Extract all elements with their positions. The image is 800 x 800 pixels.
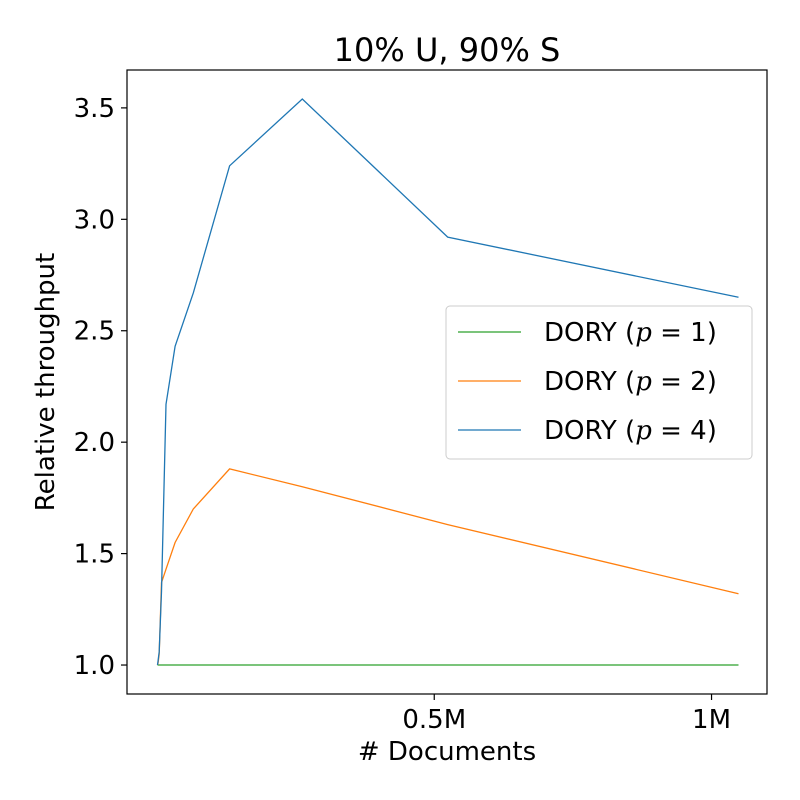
y-tick-label: 2.0 <box>74 428 115 458</box>
y-tick-label: 3.0 <box>74 205 115 235</box>
x-axis-label: # Documents <box>358 737 536 767</box>
series-line-2 <box>156 468 739 666</box>
y-tick-label: 1.0 <box>74 651 115 681</box>
y-axis: 1.0 1.5 2.0 2.5 3.0 3.5 <box>74 94 127 681</box>
y-tick-label: 3.5 <box>74 94 115 124</box>
legend-label-1: DORY (p = 1) <box>544 318 717 348</box>
legend-label-2: DORY (p = 2) <box>544 367 717 397</box>
legend-label-3: DORY (p = 4) <box>544 416 717 446</box>
y-tick-label: 2.5 <box>74 317 115 347</box>
x-axis: 0.5M 1M <box>402 694 731 735</box>
series-line-3 <box>156 98 739 666</box>
plot-frame <box>126 69 768 695</box>
plot-lines <box>156 98 739 666</box>
legend-box <box>445 305 753 460</box>
x-tick-label: 0.5M <box>402 705 466 735</box>
x-tick-label: 1M <box>692 705 731 735</box>
y-tick-label: 1.5 <box>74 540 115 570</box>
legend: DORY (p = 1) DORY (p = 2) DORY (p = 4) <box>445 305 753 460</box>
chart-title: 10% U, 90% S <box>334 31 561 69</box>
y-axis-label: Relative throughput <box>31 253 61 511</box>
